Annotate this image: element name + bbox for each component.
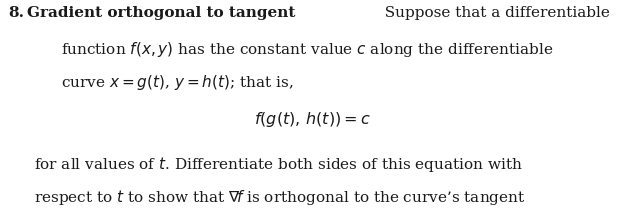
Text: $f(g(t),\, h(t)) = c$: $f(g(t),\, h(t)) = c$ [254,110,371,129]
Text: function $f(x, y)$ has the constant value $c$ along the differentiable: function $f(x, y)$ has the constant valu… [61,40,554,59]
Text: Suppose that a differentiable: Suppose that a differentiable [375,6,610,20]
Text: 8.: 8. [8,6,24,20]
Text: for all values of $t$. Differentiate both sides of this equation with: for all values of $t$. Differentiate bot… [34,155,523,174]
Text: curve $x = g(t)$, $y = h(t)$; that is,: curve $x = g(t)$, $y = h(t)$; that is, [61,73,294,92]
Text: Gradient orthogonal to tangent: Gradient orthogonal to tangent [27,6,295,20]
Text: respect to $t$ to show that $\nabla\!f$ is orthogonal to the curve’s tangent: respect to $t$ to show that $\nabla\!f$ … [34,188,526,207]
